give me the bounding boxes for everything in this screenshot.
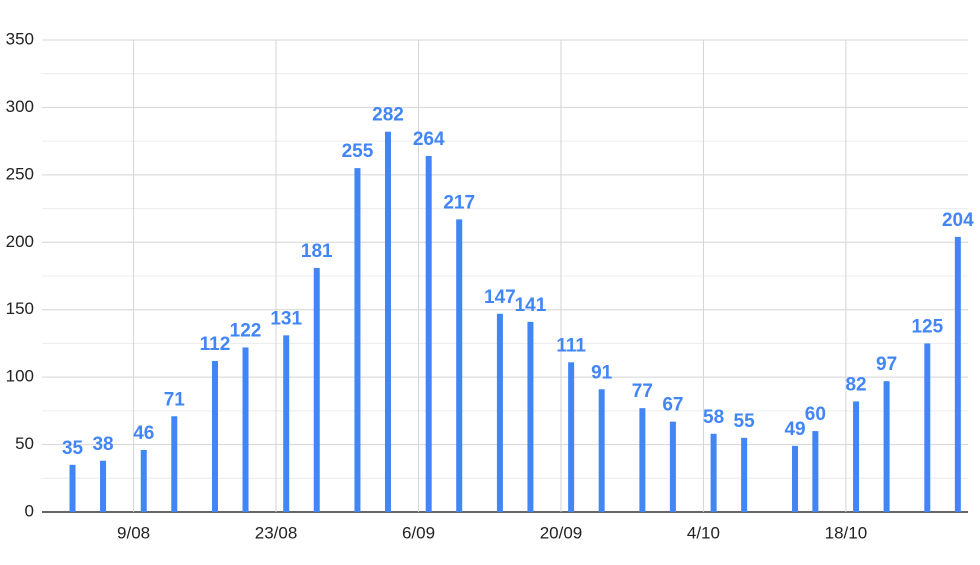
bar: [792, 445, 799, 512]
bar: [425, 155, 432, 512]
value-label: 77: [632, 381, 653, 402]
bar: [242, 347, 249, 512]
bar: [69, 464, 76, 512]
bar: [313, 267, 320, 512]
value-label: 35: [62, 438, 84, 459]
value-label: 67: [662, 395, 683, 416]
value-label: 122: [230, 320, 262, 341]
y-tick-label: 250: [6, 164, 34, 183]
bar: [853, 401, 860, 512]
bar: [710, 433, 717, 512]
value-label: 55: [734, 411, 756, 432]
x-tick-label: 9/08: [117, 523, 150, 542]
value-label: 147: [484, 287, 516, 308]
bar: [171, 416, 178, 512]
value-label: 91: [591, 362, 613, 383]
value-label: 131: [270, 308, 302, 329]
bar: [384, 131, 391, 512]
bar: [456, 219, 463, 513]
y-tick-label: 50: [15, 434, 34, 453]
value-label: 97: [876, 354, 897, 375]
y-tick-label: 0: [25, 501, 34, 520]
bar: [883, 381, 890, 512]
y-tick-label: 350: [6, 29, 34, 48]
value-label: 112: [200, 334, 231, 355]
value-label: 181: [301, 241, 333, 262]
bar: [812, 431, 819, 512]
x-tick-label: 18/10: [825, 523, 868, 542]
value-label: 46: [133, 423, 154, 444]
x-tick-label: 20/09: [540, 523, 583, 542]
value-label: 264: [413, 129, 445, 150]
value-label: 141: [515, 295, 547, 316]
bar: [568, 362, 575, 512]
bar: [496, 313, 503, 512]
bar: [100, 460, 107, 512]
value-label: 38: [92, 434, 113, 455]
y-tick-label: 100: [6, 367, 34, 386]
bar: [527, 321, 534, 512]
value-label: 255: [342, 141, 374, 162]
bar: [140, 449, 147, 512]
bar: [211, 360, 218, 512]
bar: [283, 335, 290, 512]
value-label: 125: [911, 316, 943, 337]
bar: [598, 389, 605, 512]
bar: [741, 437, 748, 512]
value-label: 58: [703, 407, 724, 428]
x-tick-label: 6/09: [402, 523, 435, 542]
value-label: 204: [942, 210, 974, 231]
bar: [639, 408, 646, 512]
value-label: 49: [784, 419, 805, 440]
y-tick-label: 200: [6, 232, 34, 251]
y-tick-label: 150: [6, 299, 34, 318]
bar: [354, 168, 361, 512]
value-label: 217: [443, 192, 475, 213]
value-label: 282: [372, 105, 404, 126]
y-tick-label: 300: [6, 97, 34, 116]
value-label: 82: [845, 374, 866, 395]
bar: [954, 236, 961, 513]
x-tick-label: 4/10: [687, 523, 720, 542]
value-label: 60: [805, 404, 826, 425]
x-tick-label: 23/08: [255, 523, 298, 542]
bar: [669, 421, 676, 512]
value-label: 71: [164, 389, 186, 410]
value-label: 111: [556, 335, 586, 356]
bar: [924, 343, 931, 512]
